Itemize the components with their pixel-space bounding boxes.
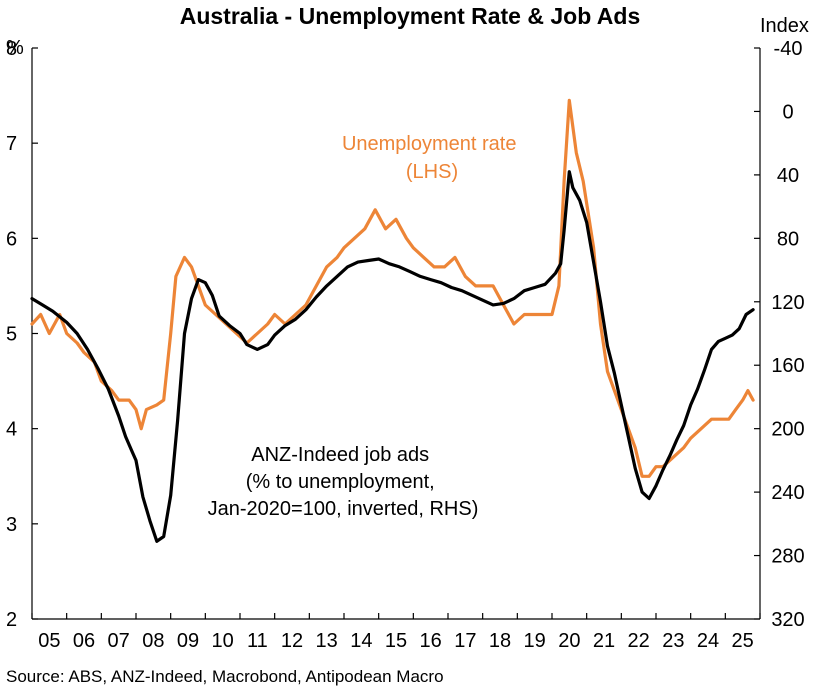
jobads-annotation-line: Jan-2020=100, inverted, RHS)	[208, 498, 479, 520]
x-tick-label: 09	[177, 630, 199, 652]
x-tick-label: 05	[38, 630, 60, 652]
jobads-annotation-line: ANZ-Indeed job ads	[251, 444, 429, 466]
x-tick-label: 10	[212, 630, 234, 652]
x-tick-label: 11	[247, 630, 268, 652]
x-tick-label: 14	[350, 630, 372, 652]
left-tick-label: 5	[6, 324, 17, 346]
x-tick-label: 07	[108, 630, 130, 652]
x-tick-label: 13	[316, 630, 338, 652]
x-tick-label: 24	[697, 630, 719, 652]
left-axis-ticks: 2 3 4 5 6 7 8	[6, 38, 38, 631]
x-tick-label: 06	[73, 630, 95, 652]
chart-title: Australia - Unemployment Rate & Job Ads	[180, 3, 641, 29]
x-tick-label: 22	[628, 630, 650, 652]
jobads-annotation-line: (% to unemployment,	[246, 471, 435, 493]
left-tick-label: 3	[6, 514, 17, 536]
x-tick-label: 17	[454, 630, 476, 652]
x-tick-label: 16	[420, 630, 442, 652]
right-tick-label: 40	[777, 165, 799, 187]
right-tick-label: 80	[777, 228, 799, 250]
x-tick-label: 21	[593, 630, 615, 652]
right-axis-ticks: -40 0 40 80 120 160 200 240 280 320	[754, 38, 805, 631]
unemployment-rate-line	[30, 98, 755, 478]
x-tick-label: 20	[558, 630, 580, 652]
left-axis-unit: %	[6, 37, 24, 59]
right-tick-label: 240	[771, 482, 804, 504]
left-tick-label: 8	[6, 38, 17, 60]
right-tick-label: 320	[771, 609, 804, 631]
source-note: Source: ABS, ANZ-Indeed, Macrobond, Anti…	[6, 667, 444, 686]
right-tick-label: 120	[771, 292, 804, 314]
left-tick-label: 4	[6, 419, 17, 441]
left-tick-label: 2	[6, 609, 17, 631]
right-tick-label: 160	[771, 355, 804, 377]
x-tick-label: 08	[142, 630, 164, 652]
x-tick-label: 23	[662, 630, 684, 652]
x-tick-label: 12	[281, 630, 303, 652]
unemployment-annotation-line: (LHS)	[406, 161, 458, 183]
x-tick-label: 18	[489, 630, 511, 652]
right-tick-label: 280	[771, 546, 804, 568]
left-tick-label: 6	[6, 228, 17, 250]
right-tick-label: -40	[774, 38, 803, 60]
x-tick-label: 15	[385, 630, 407, 652]
x-tick-label: 19	[524, 630, 546, 652]
right-axis-unit: Index	[760, 15, 809, 37]
series-layer	[30, 98, 755, 543]
left-tick-label: 7	[6, 133, 17, 155]
x-tick-label: 25	[732, 630, 754, 652]
unemployment-annotation-line: Unemployment rate	[342, 133, 517, 155]
x-axis-ticks: 05 06 07 08 09 10 11 12 13 14 15 16 17 18 19 20 21 22 23 24…	[31, 613, 761, 652]
jobads-annotation: ANZ-Indeed job ads (% to unemployment, J…	[208, 444, 479, 520]
right-tick-label: 200	[771, 419, 804, 441]
job-ads-line	[30, 170, 755, 543]
unemployment-annotation: Unemployment rate (LHS)	[342, 133, 522, 183]
right-tick-label: 0	[782, 101, 793, 123]
